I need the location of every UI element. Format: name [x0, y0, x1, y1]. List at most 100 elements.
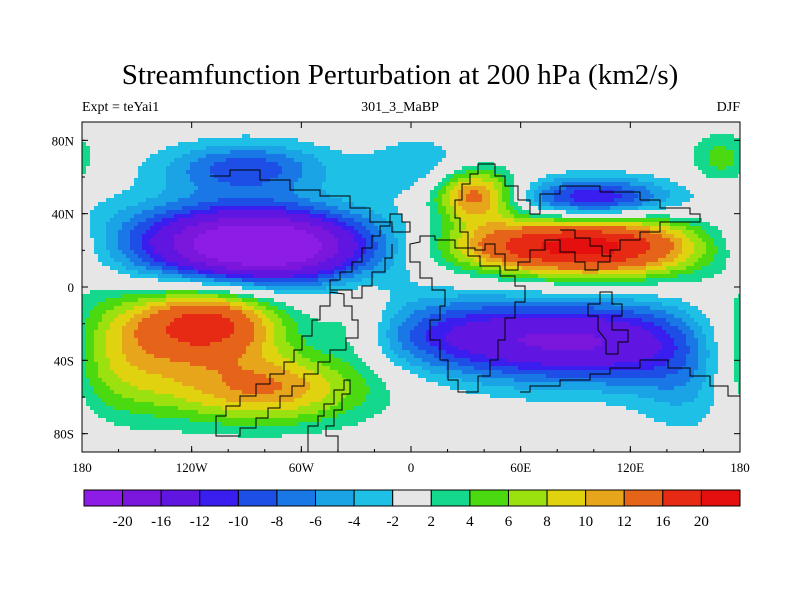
field-cell	[618, 210, 623, 215]
field-cell	[650, 126, 655, 131]
field-cell	[718, 170, 723, 175]
field-cell	[302, 174, 307, 179]
field-cell	[550, 170, 555, 175]
field-cell	[338, 146, 343, 151]
field-cell	[582, 210, 587, 215]
field-cell	[350, 126, 355, 131]
field-cell	[682, 158, 687, 163]
field-cell	[594, 198, 599, 203]
field-cell	[422, 198, 427, 203]
field-cell	[682, 174, 687, 179]
field-cell	[722, 222, 727, 227]
field-cell	[434, 230, 439, 235]
field-cell	[302, 202, 307, 207]
field-cell	[162, 198, 167, 203]
field-cell	[374, 154, 379, 159]
field-cell	[238, 178, 243, 183]
field-cell	[166, 146, 171, 151]
field-cell	[718, 210, 723, 215]
field-cell	[98, 226, 103, 231]
field-cell	[554, 194, 559, 199]
field-cell	[194, 170, 199, 175]
field-cell	[258, 186, 263, 191]
field-cell	[418, 122, 423, 127]
field-cell	[698, 158, 703, 163]
field-cell	[286, 158, 291, 163]
field-cell	[262, 158, 267, 163]
field-cell	[246, 186, 251, 191]
field-cell	[246, 142, 251, 147]
field-cell	[174, 202, 179, 207]
field-cell	[174, 122, 179, 127]
field-cell	[374, 194, 379, 199]
field-cell	[690, 174, 695, 179]
field-cell	[386, 166, 391, 171]
field-cell	[670, 218, 675, 223]
field-cell	[470, 150, 475, 155]
field-cell	[294, 142, 299, 147]
field-cell	[214, 126, 219, 131]
field-cell	[710, 158, 715, 163]
field-cell	[626, 194, 631, 199]
field-cell	[222, 166, 227, 171]
field-cell	[594, 186, 599, 191]
field-cell	[114, 214, 119, 219]
field-cell	[90, 158, 95, 163]
field-cell	[94, 130, 99, 135]
field-cell	[454, 150, 459, 155]
field-cell	[506, 138, 511, 143]
field-cell	[578, 158, 583, 163]
field-cell	[554, 154, 559, 159]
field-cell	[170, 230, 175, 235]
field-cell	[270, 190, 275, 195]
field-cell	[442, 234, 447, 239]
field-cell	[130, 154, 135, 159]
field-cell	[598, 130, 603, 135]
field-cell	[270, 154, 275, 159]
field-cell	[718, 230, 723, 235]
field-cell	[306, 222, 311, 227]
field-cell	[710, 170, 715, 175]
field-cell	[262, 210, 267, 215]
field-cell	[542, 226, 547, 231]
field-cell	[146, 218, 151, 223]
field-cell	[94, 226, 99, 231]
field-cell	[706, 174, 711, 179]
field-cell	[510, 150, 515, 155]
field-cell	[478, 206, 483, 211]
field-cell	[434, 142, 439, 147]
field-cell	[534, 238, 539, 243]
field-cell	[510, 170, 515, 175]
field-cell	[578, 230, 583, 235]
field-cell	[546, 222, 551, 227]
field-cell	[394, 194, 399, 199]
field-cell	[302, 198, 307, 203]
field-cell	[498, 178, 503, 183]
field-cell	[138, 242, 143, 247]
field-cell	[502, 214, 507, 219]
field-cell	[86, 130, 91, 135]
field-cell	[346, 134, 351, 139]
field-cell	[162, 154, 167, 159]
field-cell	[222, 234, 227, 239]
field-cell	[574, 158, 579, 163]
field-cell	[566, 206, 571, 211]
field-cell	[394, 170, 399, 175]
field-cell	[542, 130, 547, 135]
field-cell	[450, 174, 455, 179]
field-cell	[314, 130, 319, 135]
field-cell	[330, 178, 335, 183]
field-cell	[338, 222, 343, 227]
field-cell	[714, 126, 719, 131]
field-cell	[622, 162, 627, 167]
field-cell	[738, 162, 740, 167]
field-cell	[414, 122, 419, 127]
field-cell	[630, 218, 635, 223]
field-cell	[526, 226, 531, 231]
field-cell	[514, 162, 519, 167]
field-cell	[506, 190, 511, 195]
field-cell	[454, 230, 459, 235]
field-cell	[578, 206, 583, 211]
field-cell	[426, 150, 431, 155]
field-cell	[138, 130, 143, 135]
